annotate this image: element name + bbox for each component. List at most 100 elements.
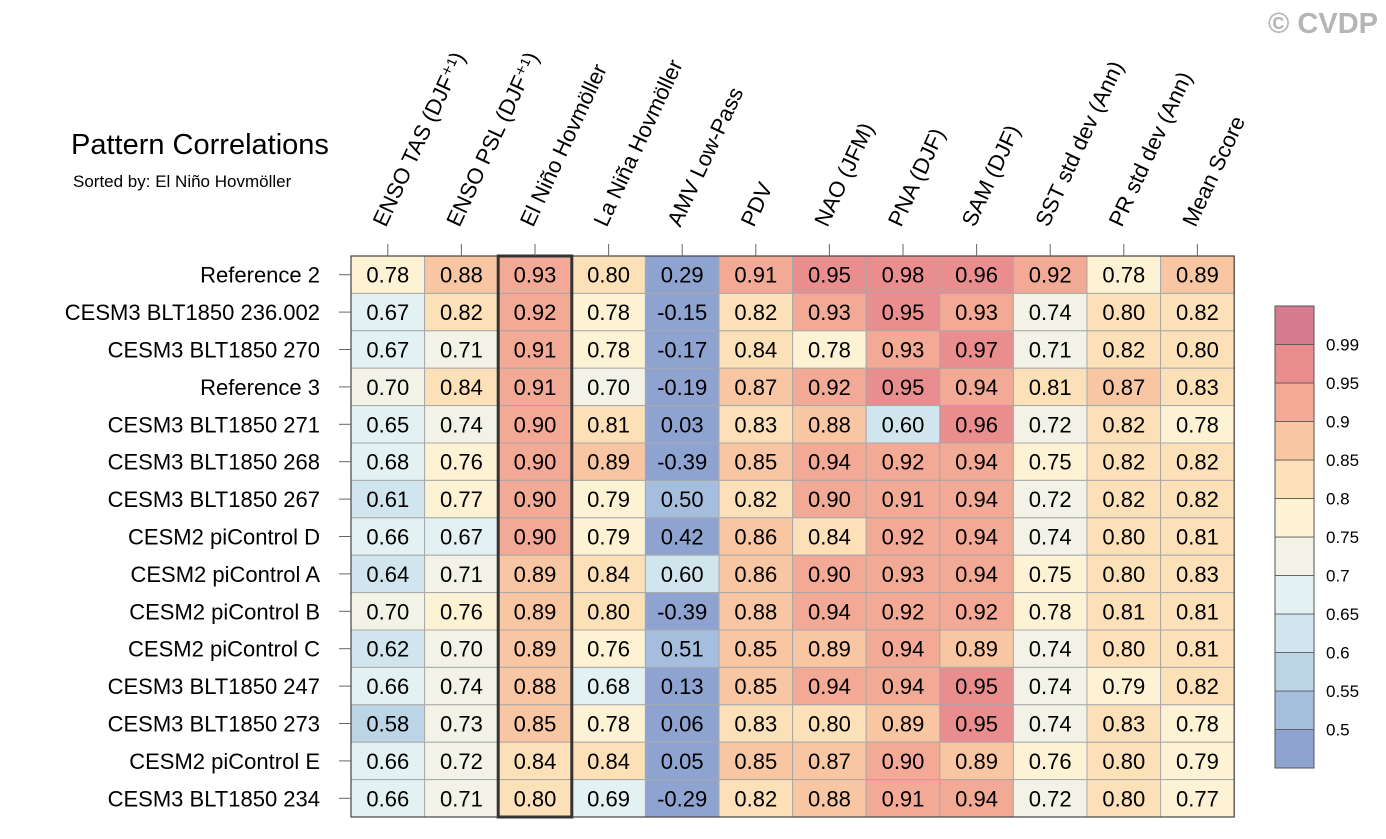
cell-value-label: 0.89 <box>882 712 925 737</box>
cell-value-label: 0.81 <box>1176 599 1219 624</box>
cell-value-label: 0.78 <box>587 712 630 737</box>
heatmap-cell <box>644 741 720 781</box>
row-label: CESM3 BLT1850 247 <box>108 674 320 699</box>
cell-value-label: 0.70 <box>366 375 409 400</box>
heatmap-cell <box>718 704 794 743</box>
cell-value-label: 0.98 <box>882 263 925 288</box>
cell-value-label: 0.64 <box>366 562 409 587</box>
cell-value-label: 0.82 <box>1176 450 1219 475</box>
colorbar-swatch <box>1274 690 1315 730</box>
heatmap-cell <box>350 629 426 668</box>
cell-value-label: 0.78 <box>587 300 630 325</box>
cell-value-label: 0.94 <box>955 562 998 587</box>
row-label: Reference 3 <box>200 375 320 400</box>
heatmap-cell <box>1012 442 1088 481</box>
heatmap-cell <box>424 666 499 706</box>
cell-value-label: 0.81 <box>1176 637 1219 662</box>
heatmap-cell <box>497 330 573 369</box>
cell-value-label: 0.66 <box>366 749 409 774</box>
cell-value-label: 0.93 <box>514 263 557 288</box>
colorbar-label: 0.85 <box>1326 451 1359 470</box>
cell-value-label: 0.84 <box>514 749 557 774</box>
cell-value-label: 0.94 <box>955 487 998 512</box>
colorbar-swatch <box>1274 729 1315 769</box>
cell-value-label: 0.95 <box>882 300 925 325</box>
cell-value-label: 0.89 <box>955 637 998 662</box>
heatmap-cell <box>792 629 867 668</box>
heatmap-cell <box>350 704 426 743</box>
heatmap-cell <box>792 666 867 706</box>
cell-value-label: -0.15 <box>657 300 707 325</box>
heatmap-cell <box>1160 330 1235 369</box>
cell-value-label: 0.60 <box>882 412 925 437</box>
cell-value-label: 0.94 <box>955 450 998 475</box>
heatmap-cell <box>644 479 720 519</box>
cell-value-label: 0.80 <box>1102 637 1145 662</box>
cell-value-label: 0.96 <box>955 263 998 288</box>
cell-value-label: 0.92 <box>514 300 557 325</box>
heatmap-cell <box>644 292 720 332</box>
cell-value-label: 0.91 <box>514 375 557 400</box>
cell-value-label: 0.78 <box>1176 412 1219 437</box>
cell-value-label: 0.89 <box>514 599 557 624</box>
heatmap-cell <box>350 517 426 556</box>
cell-value-label: 0.71 <box>1029 338 1072 363</box>
row-label: CESM3 BLT1850 268 <box>108 450 320 475</box>
heatmap-cell <box>718 292 794 332</box>
cell-value-label: 0.96 <box>955 412 998 437</box>
cell-value-label: 0.76 <box>587 637 630 662</box>
heatmap-cell <box>939 629 1014 668</box>
heatmap-cell <box>718 666 794 706</box>
cell-value-label: 0.70 <box>587 375 630 400</box>
heatmap-cell <box>792 442 867 481</box>
heatmap-cell <box>350 442 426 481</box>
heatmap-cell <box>1086 629 1162 668</box>
cell-value-label: 0.95 <box>882 375 925 400</box>
cell-value-label: 0.87 <box>808 749 851 774</box>
heatmap-cell <box>1086 554 1162 594</box>
cell-value-label: 0.77 <box>440 487 483 512</box>
cell-value-label: 0.82 <box>1102 450 1145 475</box>
cell-value-label: 0.68 <box>366 450 409 475</box>
heatmap-cell <box>350 255 426 294</box>
cell-value-label: -0.19 <box>657 375 707 400</box>
cell-value-label: 0.79 <box>1102 674 1145 699</box>
cell-value-label: 0.90 <box>808 562 851 587</box>
cell-value-label: 0.74 <box>1029 674 1072 699</box>
cell-value-label: -0.39 <box>657 599 707 624</box>
heatmap-cell <box>1160 554 1235 594</box>
cell-value-label: 0.92 <box>882 450 925 475</box>
heatmap-cell <box>792 330 867 369</box>
colorbar-label: 0.65 <box>1326 605 1359 624</box>
cell-value-label: 0.90 <box>514 450 557 475</box>
heatmap-cell <box>350 405 426 444</box>
heatmap-cell <box>865 442 941 481</box>
colorbar-label: 0.95 <box>1326 374 1359 393</box>
cell-value-label: 0.82 <box>1176 674 1219 699</box>
cell-value-label: 0.85 <box>734 637 777 662</box>
cell-value-label: 0.71 <box>440 786 483 811</box>
cell-value-label: 0.74 <box>1029 712 1072 737</box>
row-label: CESM3 BLT1850 267 <box>108 487 320 512</box>
heatmap-cell <box>424 554 499 594</box>
colorbar-label: 0.6 <box>1326 644 1350 663</box>
heatmap-cell <box>1086 405 1162 444</box>
cell-value-label: 0.92 <box>955 599 998 624</box>
cell-value-label: 0.89 <box>955 749 998 774</box>
heatmap-cell <box>1160 629 1235 668</box>
heatmap-cell <box>792 292 867 332</box>
heatmap-cell <box>792 741 867 781</box>
heatmap-cell <box>571 330 646 369</box>
cell-value-label: 0.78 <box>1102 263 1145 288</box>
cell-value-label: 0.66 <box>366 525 409 550</box>
cell-value-label: 0.80 <box>1102 749 1145 774</box>
heatmap-cell <box>718 479 794 519</box>
cell-value-label: 0.90 <box>514 412 557 437</box>
heatmap-cell <box>1160 592 1235 631</box>
cell-value-label: -0.39 <box>657 450 707 475</box>
colorbar-swatch <box>1274 421 1315 461</box>
cell-value-label: 0.81 <box>1029 375 1072 400</box>
cell-value-label: 0.67 <box>440 525 483 550</box>
cell-value-label: 0.91 <box>514 338 557 363</box>
cell-value-label: 0.88 <box>808 412 851 437</box>
